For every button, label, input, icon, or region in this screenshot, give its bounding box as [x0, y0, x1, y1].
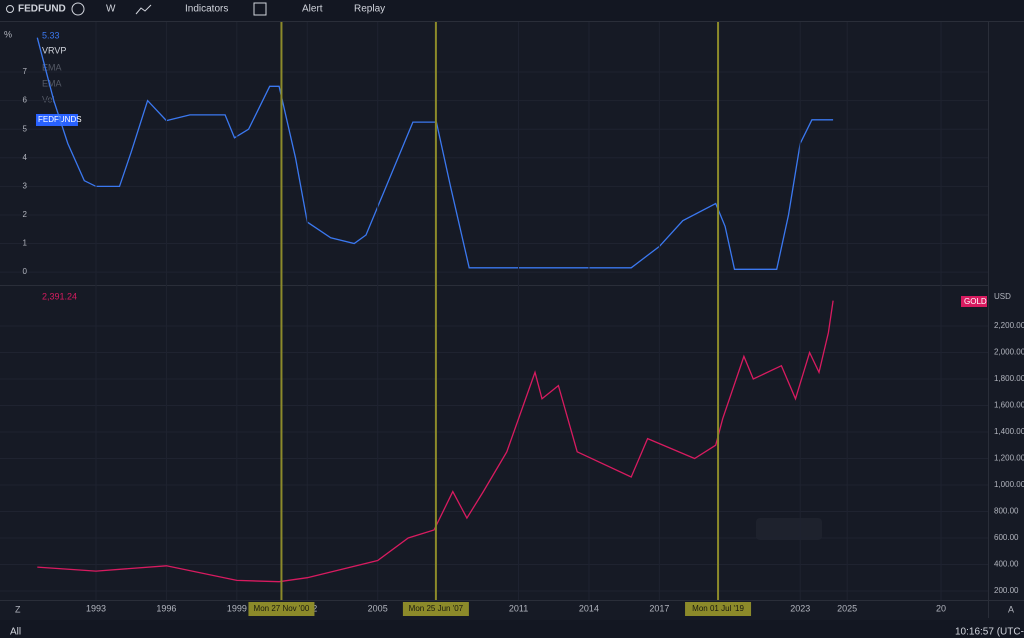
y-tick-label: 4 — [23, 153, 28, 162]
add-symbol[interactable] — [71, 2, 85, 16]
gold-tag-bg — [961, 296, 987, 307]
crosshair-label: Mon 01 Jul '19 — [692, 604, 744, 613]
indicator[interactable]: VRVP — [42, 45, 66, 55]
scale-btn[interactable]: A — [1008, 604, 1014, 614]
indicator[interactable]: EMA — [42, 62, 62, 72]
range[interactable]: All — [10, 627, 21, 638]
crosshair-label-bg — [248, 602, 315, 616]
scale-btn[interactable]: Z — [15, 604, 21, 614]
x-tick-label: 2014 — [579, 603, 599, 613]
search-icon[interactable] — [6, 5, 14, 13]
indicator[interactable]: EMA — [42, 78, 62, 88]
currency[interactable]: USD — [994, 292, 1011, 301]
crosshair-label: Mon 25 Jun '07 — [409, 604, 464, 613]
toolbar — [0, 0, 1024, 21]
layouts[interactable] — [253, 2, 267, 16]
x-tick-label: 1996 — [156, 603, 176, 613]
x-tick-label: 2025 — [837, 603, 857, 613]
y-tick-label: 1,200.00 — [994, 454, 1024, 463]
bottom-bar — [0, 620, 1024, 638]
y-tick-label: 600.00 — [994, 533, 1019, 542]
y-tick-label: 0 — [23, 267, 28, 276]
x-tick-label: 2017 — [649, 603, 669, 613]
x-tick-label: 2023 — [790, 603, 810, 613]
y-tick-label: 1,000.00 — [994, 480, 1024, 489]
gold-last: 2,391.24 — [42, 291, 77, 301]
y-tick-label: 800.00 — [994, 507, 1019, 516]
series-line — [36, 37, 834, 270]
y-tick-label: 400.00 — [994, 560, 1019, 569]
y-tick-label: 2,200.00 — [994, 321, 1024, 330]
y-tick-label: 1,600.00 — [994, 401, 1024, 410]
y-tick-label: 5 — [23, 124, 28, 133]
x-tick-label: 20 — [936, 603, 946, 613]
crosshair-label: Mon 27 Nov '00 — [254, 604, 310, 613]
symbol[interactable]: FEDFUND — [18, 4, 66, 15]
interval[interactable]: W — [106, 4, 116, 15]
y-tick-label: 200.00 — [994, 586, 1019, 595]
crosshair-label-bg — [402, 602, 469, 616]
indicator[interactable]: Vol — [42, 94, 55, 104]
x-tick-label: 1993 — [86, 603, 106, 613]
floating-toolbar[interactable] — [756, 518, 822, 540]
x-tick-label: 1999 — [227, 603, 247, 613]
clock: 10:16:57 (UTC-5 — [955, 627, 1024, 638]
replay[interactable]: Replay — [354, 4, 385, 15]
y-tick-label: 6 — [23, 96, 28, 105]
x-tick-label: 2005 — [368, 603, 388, 613]
gold-tag: GOLD — [964, 297, 987, 306]
alert[interactable]: Alert — [302, 4, 323, 15]
x-tick-label: 2011 — [509, 603, 528, 613]
y-tick-label: 2,000.00 — [994, 348, 1024, 357]
series-tag-bg — [36, 114, 78, 126]
y-tick-label: 2 — [23, 210, 28, 219]
indicators[interactable]: Indicators — [185, 4, 228, 15]
y-tick-label: 1,400.00 — [994, 427, 1024, 436]
series-line — [37, 300, 834, 583]
y-tick-label: 3 — [23, 181, 28, 190]
y-tick-label: 7 — [23, 67, 28, 76]
y-tick-label: 1,800.00 — [994, 374, 1024, 383]
unit: % — [4, 29, 12, 39]
crosshair-label-bg — [685, 602, 752, 616]
last-value: 5.33 — [42, 30, 60, 40]
y-tick-label: 1 — [23, 239, 28, 248]
chart-type[interactable] — [135, 4, 152, 15]
